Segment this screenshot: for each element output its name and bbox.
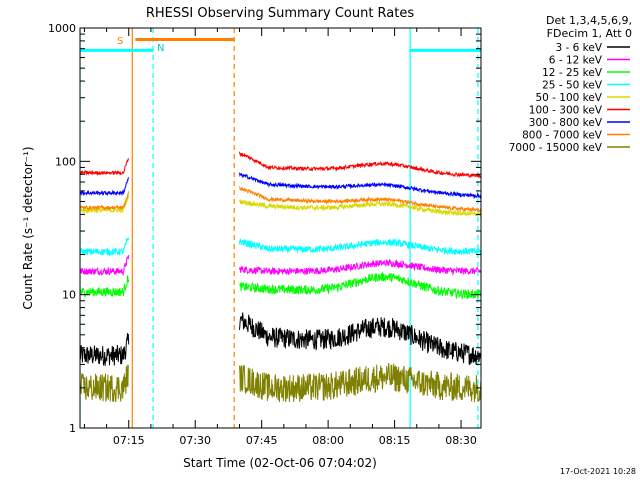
legend-label: 12 - 25 keV <box>542 67 603 79</box>
legend-label: 800 - 7000 keV <box>522 130 603 142</box>
marker-s: S <box>117 36 123 47</box>
legend-label: 50 - 100 keV <box>535 92 602 104</box>
legend-label: 7000 - 15000 keV <box>509 142 603 154</box>
series-6-12-kev <box>80 255 481 277</box>
series-50-100-kev <box>80 194 481 218</box>
y-tick-label: 10 <box>62 289 76 302</box>
y-tick-label: 1000 <box>48 22 76 35</box>
series-12-25-kev <box>80 272 481 300</box>
y-tick-label: 100 <box>55 155 76 168</box>
legend-label: 300 - 800 keV <box>529 117 603 129</box>
x-tick-label: 07:45 <box>246 434 278 447</box>
legend-label: 100 - 300 keV <box>529 105 603 117</box>
y-axis-label: Count Rate (s⁻¹ detector⁻¹) <box>21 146 35 309</box>
x-tick-label: 07:30 <box>179 434 211 447</box>
series-7000-15000-kev <box>80 363 481 403</box>
x-axis-label: Start Time (02-Oct-06 07:04:02) <box>183 456 377 470</box>
legend-label: 3 - 6 keV <box>555 42 602 54</box>
plot-area <box>80 28 481 428</box>
timestamp: 17-Oct-2021 10:28 <box>560 467 636 476</box>
series-800-7000-kev <box>80 186 481 214</box>
plot-frame <box>79 27 482 429</box>
x-tick-label: 07:15 <box>113 434 145 447</box>
x-tick-label: 08:00 <box>312 434 344 447</box>
chart-title: RHESSI Observing Summary Count Rates <box>146 6 415 21</box>
legend-header-1: Det 1,3,4,5,6,9, <box>546 14 632 27</box>
legend-label: 25 - 50 keV <box>542 80 603 92</box>
legend-header-2: FDecim 1, Att 0 <box>547 27 632 40</box>
legend-label: 6 - 12 keV <box>549 55 603 67</box>
x-tick-label: 08:30 <box>445 434 477 447</box>
series-300-800-kev <box>80 172 481 199</box>
series-100-300-kev <box>80 151 481 179</box>
y-tick-label: 1 <box>69 422 76 435</box>
marker-n: N <box>157 43 164 54</box>
series-25-50-kev <box>80 237 481 257</box>
series-3-6-kev <box>80 312 481 366</box>
x-tick-label: 08:15 <box>379 434 411 447</box>
